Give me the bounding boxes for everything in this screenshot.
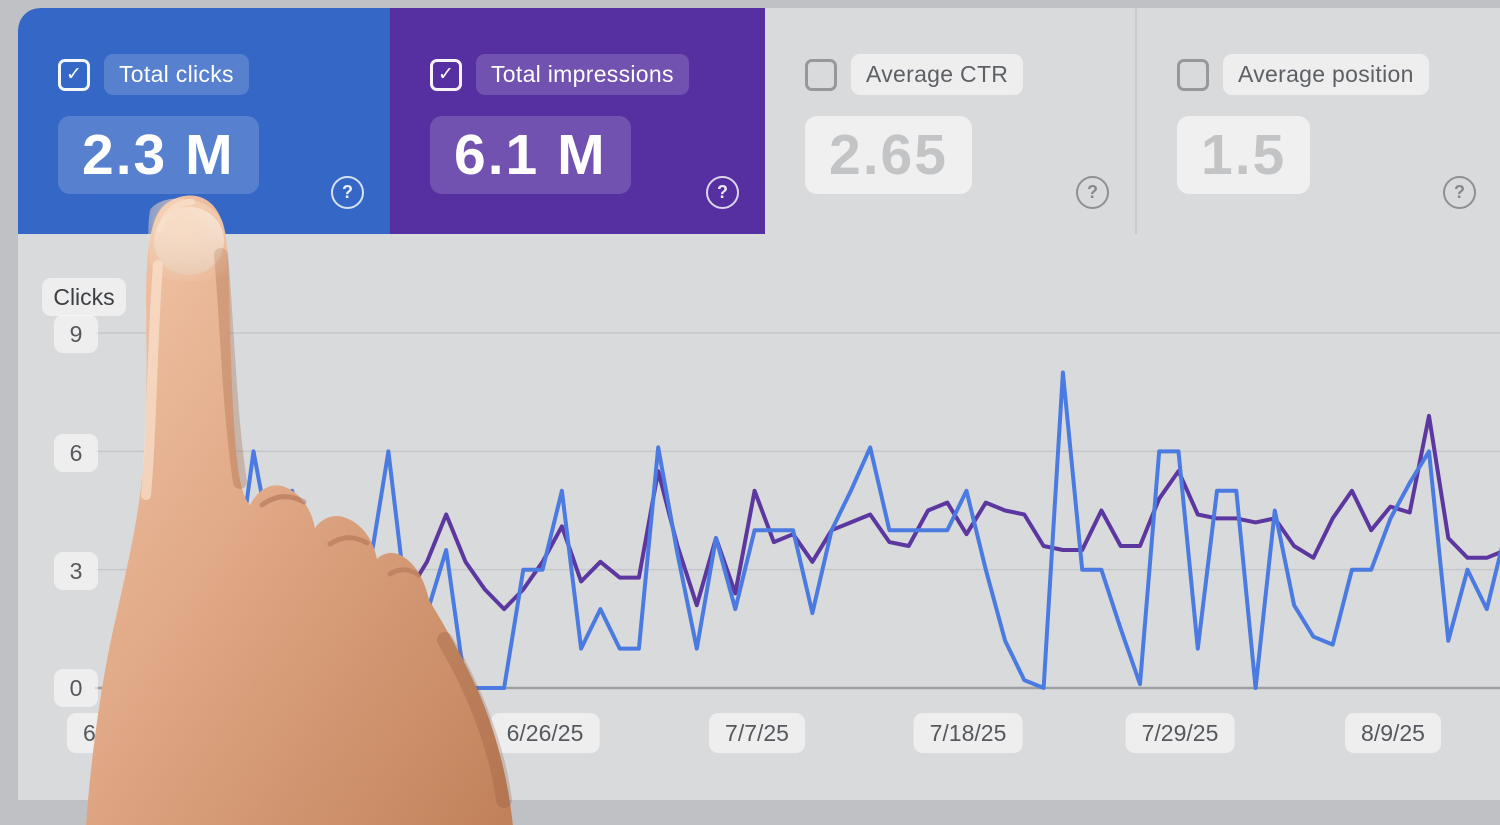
help-icon[interactable]: ? <box>1076 176 1109 209</box>
x-tick-date: 7/18/25 <box>913 713 1023 753</box>
total-impressions-label: Total impressions <box>476 54 689 95</box>
y-tick-9: 9 <box>54 315 98 353</box>
y-tick-6: 6 <box>54 434 98 472</box>
total-impressions-checkbox[interactable]: ✓ <box>430 58 462 91</box>
average-position-value: 1.5 <box>1177 116 1311 194</box>
total-impressions-value: 6.1 M <box>430 116 631 194</box>
y-axis-title: Clicks <box>42 278 126 316</box>
x-tick-date: 7/7/25 <box>709 713 805 753</box>
help-icon[interactable]: ? <box>706 176 739 209</box>
average-ctr-label: Average CTR <box>851 54 1024 95</box>
x-tick-date: 6/4/25 <box>67 713 163 753</box>
x-tick-date: 6/26/25 <box>490 713 600 753</box>
y-tick-0: 0 <box>54 669 98 707</box>
series-total-clicks <box>213 370 1500 690</box>
card-average-position[interactable]: Average position 1.5 ? <box>1135 8 1500 234</box>
x-tick-date: 7/29/25 <box>1125 713 1235 753</box>
average-position-label: Average position <box>1223 54 1429 95</box>
total-clicks-checkbox[interactable]: ✓ <box>58 58 90 91</box>
x-tick-date: 8/9/25 <box>1345 713 1441 753</box>
total-clicks-label: Total clicks <box>104 54 249 95</box>
average-ctr-value: 2.65 <box>805 116 972 194</box>
series-total-impressions <box>213 413 1500 612</box>
y-tick-3: 3 <box>54 552 98 590</box>
card-total-clicks[interactable]: ✓ Total clicks 2.3 M ? <box>18 8 390 234</box>
average-position-checkbox[interactable] <box>1177 58 1209 91</box>
help-icon[interactable]: ? <box>1443 176 1476 209</box>
card-average-ctr[interactable]: Average CTR 2.65 ? <box>765 8 1135 234</box>
performance-panel: ✓ Total clicks 2.3 M ? ✓ Total impressio… <box>18 8 1500 800</box>
average-ctr-checkbox[interactable] <box>805 58 837 91</box>
performance-line-chart <box>95 332 1500 690</box>
total-clicks-value: 2.3 M <box>58 116 259 194</box>
